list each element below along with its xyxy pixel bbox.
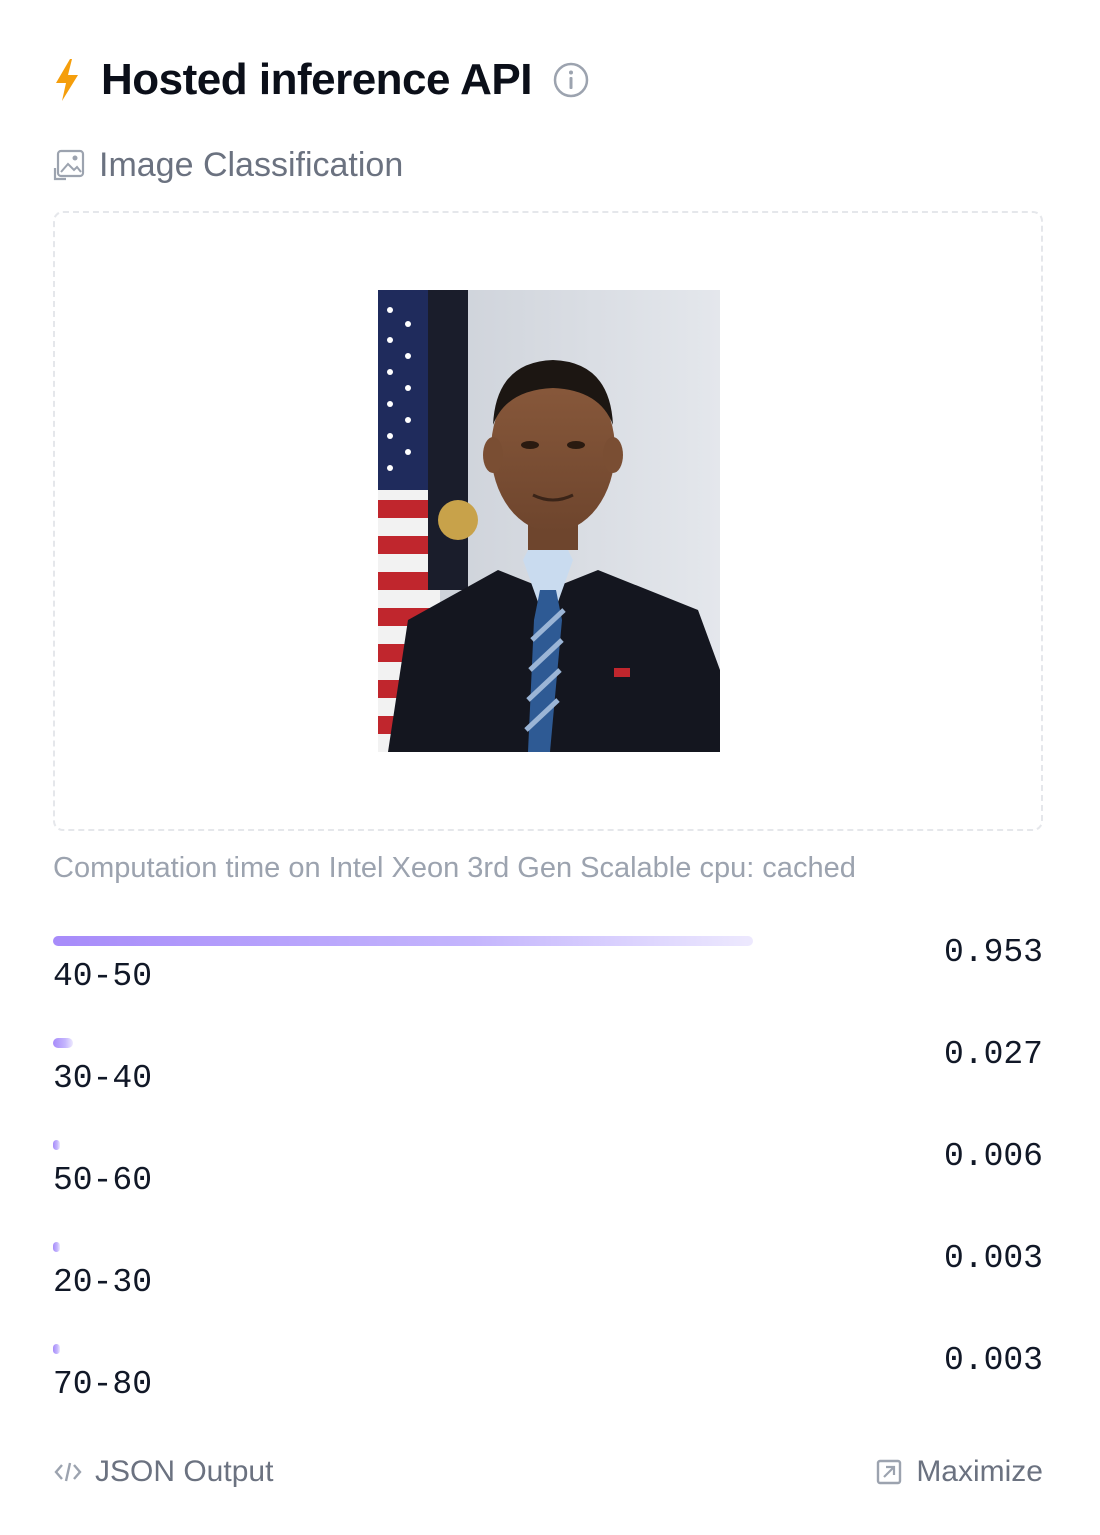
result-label: 40-50 — [53, 958, 153, 995]
result-bar-track — [53, 1038, 873, 1048]
widget-header: Hosted inference API — [53, 50, 590, 110]
result-row: 70-80 0.003 — [53, 1336, 1043, 1438]
result-score: 0.006 — [943, 1138, 1043, 1175]
code-icon — [53, 1457, 83, 1487]
image-classification-icon — [53, 148, 87, 182]
result-bar — [53, 936, 753, 946]
json-output-label[interactable]: JSON Output — [95, 1455, 274, 1488]
task-label: Image Classification — [99, 145, 404, 184]
task-type: Image Classification — [53, 142, 403, 188]
json-output-button[interactable]: JSON Output — [53, 1450, 273, 1494]
result-score: 0.003 — [943, 1342, 1043, 1379]
maximize-label[interactable]: Maximize — [916, 1455, 1043, 1488]
maximize-button[interactable]: Maximize — [874, 1450, 1043, 1494]
computation-time: Computation time on Intel Xeon 3rd Gen S… — [53, 852, 856, 884]
result-label: 70-80 — [53, 1366, 153, 1403]
image-drop-zone[interactable] — [53, 211, 1043, 831]
info-circle-icon[interactable] — [552, 61, 590, 99]
lightning-bolt-icon — [53, 58, 81, 102]
widget-title: Hosted inference API — [101, 55, 532, 104]
result-row: 20-30 0.003 — [53, 1234, 1043, 1336]
classification-results: 40-50 0.953 30-40 0.027 50-60 0.006 20-30 0.003… — [53, 928, 1043, 1438]
result-bar-track — [53, 936, 873, 946]
result-bar — [53, 1038, 73, 1048]
result-row: 30-40 0.027 — [53, 1030, 1043, 1132]
result-bar-track — [53, 1344, 873, 1354]
inference-widget: Hosted inference API Image Classificatio… — [53, 0, 1043, 1535]
maximize-icon — [874, 1457, 904, 1487]
result-label: 20-30 — [53, 1264, 153, 1301]
result-bar — [53, 1242, 60, 1252]
result-bar — [53, 1344, 60, 1354]
result-label: 30-40 — [53, 1060, 153, 1097]
result-bar-track — [53, 1242, 873, 1252]
result-bar-track — [53, 1140, 873, 1150]
result-bar — [53, 1140, 60, 1150]
result-row: 50-60 0.006 — [53, 1132, 1043, 1234]
result-score: 0.953 — [943, 934, 1043, 971]
result-row: 40-50 0.953 — [53, 928, 1043, 1030]
result-label: 50-60 — [53, 1162, 153, 1199]
result-score: 0.027 — [943, 1036, 1043, 1073]
portrait-photo — [378, 290, 720, 752]
result-score: 0.003 — [943, 1240, 1043, 1277]
